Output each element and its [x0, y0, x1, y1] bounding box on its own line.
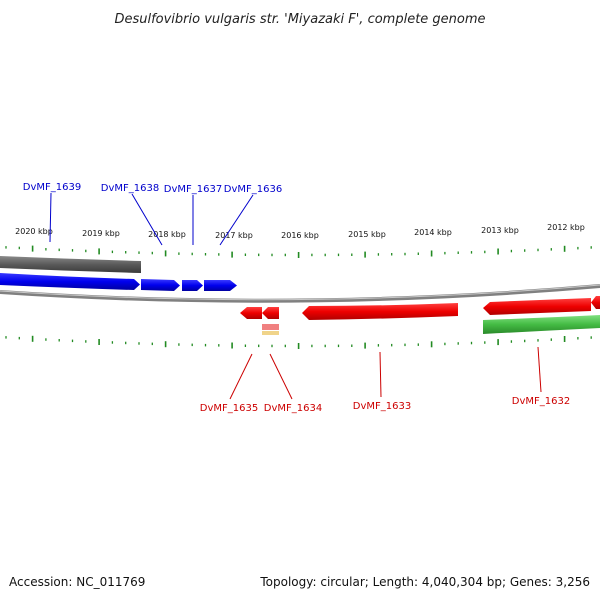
gene-dvmf-1637[interactable]	[182, 280, 203, 291]
gene-dvmf-1638[interactable]	[141, 279, 180, 291]
connector-dvmf-1635	[229, 353, 253, 400]
gene-label-dvmf-1638[interactable]: DvMF_1638	[101, 183, 159, 194]
gene-label-dvmf-1633[interactable]: DvMF_1633	[353, 401, 411, 412]
gene-right-edge[interactable]	[591, 296, 600, 309]
feature-track-gray[interactable]	[0, 256, 141, 273]
feature-marker-pink[interactable]	[262, 324, 279, 330]
scale-label-2017: 2017 kbp	[215, 231, 253, 240]
gene-dvmf-1635[interactable]	[240, 307, 262, 319]
gene-label-dvmf-1637[interactable]: DvMF_1637	[164, 184, 222, 195]
genome-summary-text: Topology: circular; Length: 4,040,304 bp…	[259, 575, 590, 589]
connector-dvmf-1633	[379, 351, 382, 398]
scale-label-2015: 2015 kbp	[348, 230, 386, 239]
scale-label-2020: 2020 kbp	[15, 227, 53, 236]
gene-label-dvmf-1636[interactable]: DvMF_1636	[224, 184, 282, 195]
connector-dvmf-1639	[49, 192, 52, 243]
gene-label-dvmf-1635[interactable]: DvMF_1635	[200, 403, 258, 414]
gene-dvmf-1634[interactable]	[262, 307, 279, 319]
gene-dvmf-1639[interactable]	[0, 273, 140, 290]
scale-ticks-outer	[5, 245, 592, 258]
scale-label-2013: 2013 kbp	[481, 226, 519, 235]
scale-label-2019: 2019 kbp	[82, 229, 120, 238]
gene-dvmf-1636[interactable]	[204, 280, 237, 291]
scale-ticks-inner	[5, 335, 592, 349]
genome-title: Desulfovibrio vulgaris str. 'Miyazaki F'…	[114, 12, 485, 27]
scale-label-2012: 2012 kbp	[547, 223, 585, 232]
connector-dvmf-1634	[269, 353, 293, 400]
feature-marker-tan[interactable]	[262, 331, 279, 335]
scale-label-2018: 2018 kbp	[148, 230, 186, 239]
gene-label-dvmf-1639[interactable]: DvMF_1639	[23, 182, 81, 193]
genome-backbone	[0, 284, 600, 303]
gene-dvmf-1633[interactable]	[302, 303, 458, 320]
gene-label-dvmf-1634[interactable]: DvMF_1634	[264, 403, 322, 414]
connector-dvmf-1638	[131, 193, 163, 246]
scale-label-2016: 2016 kbp	[281, 231, 319, 240]
connector-dvmf-1632	[537, 346, 542, 393]
accession-text: Accession: NC_011769	[9, 575, 145, 589]
genome-backbone-highlight	[0, 284, 600, 301]
connector-dvmf-1636	[219, 194, 254, 246]
scale-label-2014: 2014 kbp	[414, 228, 452, 237]
gene-label-dvmf-1632[interactable]: DvMF_1632	[512, 396, 570, 407]
feature-track-green[interactable]	[483, 315, 600, 334]
gene-dvmf-1632[interactable]	[483, 298, 591, 315]
